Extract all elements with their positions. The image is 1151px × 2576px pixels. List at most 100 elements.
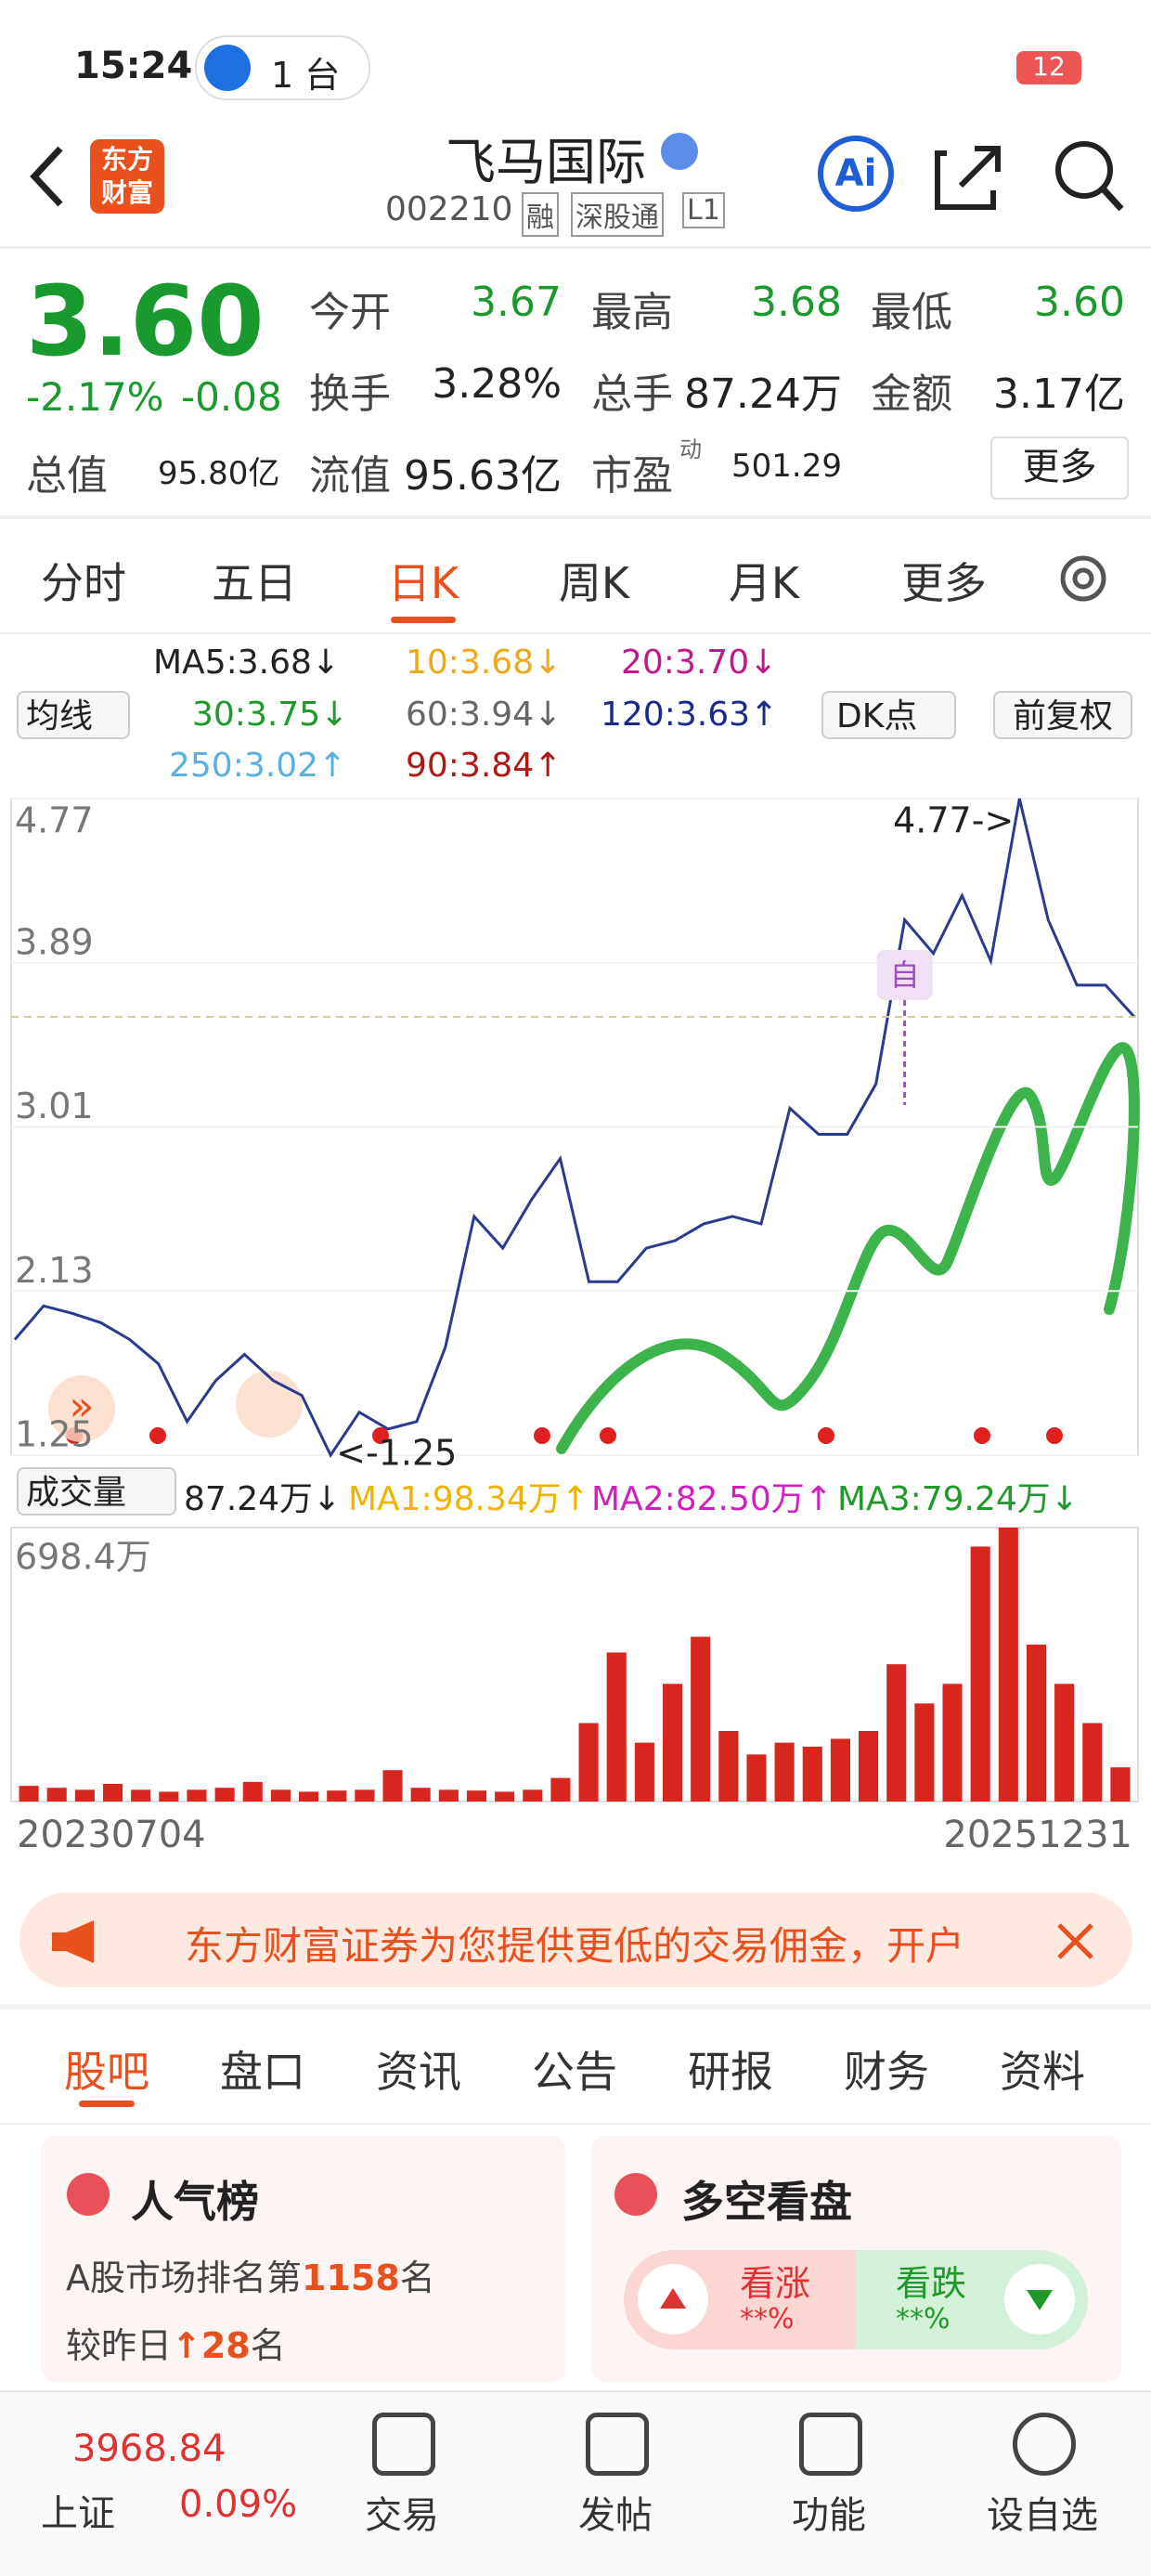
bottom-nav: 3968.84 上证 0.09% 交易 发帖 功能 设自选 xyxy=(0,2390,1151,2576)
nav-icon xyxy=(799,2413,862,2476)
text: 较昨日 xyxy=(66,2325,173,2366)
stat-label: 最高 xyxy=(591,289,673,336)
dk-button[interactable]: DK点 xyxy=(821,691,956,739)
more-button[interactable]: 更多 xyxy=(990,436,1129,500)
volume-bar xyxy=(495,1791,515,1802)
volume-bar xyxy=(1026,1645,1047,1802)
volume-bar xyxy=(914,1703,935,1802)
section-tab[interactable]: 财务 xyxy=(844,2047,929,2097)
tag: 深股通 xyxy=(571,192,664,237)
header-icons[interactable]: Ai xyxy=(808,135,1132,218)
bear-value: **% xyxy=(896,2303,951,2335)
y-tick-label: 4.77 xyxy=(15,800,94,841)
tab-underline xyxy=(391,617,456,623)
stat-value: 3.60 xyxy=(1034,279,1125,326)
tab[interactable]: 五日 xyxy=(212,558,297,608)
section-tab[interactable]: 研报 xyxy=(688,2047,773,2097)
sentiment-card[interactable]: 多空看盘 看涨 **% 看跌 **% xyxy=(591,2136,1121,2382)
text: A股市场排名第 xyxy=(66,2257,302,2298)
volume-bar xyxy=(662,1684,683,1802)
change-pct: -2.17% xyxy=(26,374,164,420)
card-title: 多空看盘 xyxy=(681,2177,852,2227)
nav-label[interactable]: 功能 xyxy=(792,2494,866,2537)
stat-value: 3.17亿 xyxy=(993,371,1125,418)
rank: 1158 xyxy=(302,2257,400,2298)
volume-bar xyxy=(578,1723,599,1802)
section-tab[interactable]: 资料 xyxy=(1000,2047,1085,2097)
tab[interactable]: 更多 xyxy=(901,558,987,608)
volume-bar xyxy=(634,1742,654,1802)
volume-bar xyxy=(410,1788,431,1802)
stat-label: 最低 xyxy=(871,289,952,336)
ma-value: 10:3.68↓ xyxy=(406,644,563,682)
volume-bar xyxy=(187,1789,207,1802)
ma-value: 250:3.02↑ xyxy=(169,747,347,785)
device-pill[interactable]: 1 台 xyxy=(195,35,370,100)
volume-ma: MA2:82.50万↑ xyxy=(591,1480,833,1518)
volume-bar xyxy=(74,1789,95,1802)
y-tick-label: 1.25 xyxy=(15,1414,94,1455)
section-tab[interactable]: 股吧 xyxy=(64,2047,149,2097)
tab[interactable]: 月K xyxy=(728,558,800,608)
tab[interactable]: 日K xyxy=(387,558,459,608)
volume-bar xyxy=(214,1788,235,1802)
volume-bar xyxy=(466,1790,487,1802)
tag: L1 xyxy=(682,192,725,228)
index-name[interactable]: 上证 xyxy=(41,2492,115,2535)
nav-icon xyxy=(372,2413,435,2476)
bull: 看涨 xyxy=(740,2263,811,2304)
volume-bar xyxy=(1110,1767,1131,1802)
volume-bar xyxy=(1054,1684,1075,1802)
volume-bar xyxy=(718,1730,739,1802)
volume-bar xyxy=(355,1789,375,1802)
popular-card[interactable]: 人气榜 A股市场排名第1158名 较昨日↑28名 xyxy=(41,2136,566,2382)
back[interactable] xyxy=(23,139,70,214)
nav-label[interactable]: 交易 xyxy=(365,2494,439,2537)
nav-label[interactable]: 发帖 xyxy=(578,2494,653,2537)
settings[interactable] xyxy=(1054,548,1119,613)
stat-label: 金额 xyxy=(871,371,952,418)
volume-bar xyxy=(242,1781,263,1802)
index-value[interactable]: 3968.84 xyxy=(72,2427,226,2470)
stat-label: 今开 xyxy=(309,289,391,336)
nav-label[interactable]: 设自选 xyxy=(987,2494,1098,2537)
bull-value: **% xyxy=(740,2303,795,2335)
price-line xyxy=(13,798,1136,1459)
y-tick-label: 2.13 xyxy=(15,1250,94,1291)
banner[interactable]: 东方财富证券为您提供更低的交易佣金，开户 xyxy=(19,1893,1132,1987)
tab[interactable]: 分时 xyxy=(41,558,126,608)
title: 飞马国际 xyxy=(446,133,646,191)
text: 名 xyxy=(250,2325,286,2366)
device: 1 台 xyxy=(271,55,341,96)
volume-bar xyxy=(270,1789,291,1802)
volume-bar xyxy=(859,1730,879,1802)
stat-sup: 动 xyxy=(679,436,702,462)
code: 002210 xyxy=(385,190,513,228)
section-underline xyxy=(79,2101,135,2107)
volume-bar xyxy=(19,1786,39,1802)
volume-selector[interactable]: 成交量 xyxy=(17,1467,176,1516)
index-change[interactable]: 0.09% xyxy=(179,2483,298,2526)
volume-bar xyxy=(942,1684,963,1802)
stat-label: 总手 xyxy=(591,371,673,418)
price: 3.60 xyxy=(26,265,265,378)
marker: 自 xyxy=(890,957,920,993)
volume-bar xyxy=(523,1789,543,1802)
adjust-button[interactable]: 前复权 xyxy=(993,691,1132,739)
stat-label: 流值 xyxy=(309,452,391,500)
section-tab[interactable]: 公告 xyxy=(532,2047,617,2097)
ma-selector[interactable]: 均线 xyxy=(17,691,130,739)
stat-label: 市盈 xyxy=(591,452,673,500)
section-tab[interactable]: 资讯 xyxy=(376,2047,461,2097)
tab[interactable]: 周K xyxy=(558,558,630,608)
ma-value: MA5:3.68↓ xyxy=(153,644,341,682)
ma-value: 60:3.94↓ xyxy=(406,696,563,734)
stat-value: 95.63亿 xyxy=(404,452,562,500)
volume-bar xyxy=(886,1664,907,1802)
ma-value: 90:3.84↑ xyxy=(406,747,563,785)
volume-bar xyxy=(1082,1723,1103,1802)
volume-bar xyxy=(998,1528,1018,1802)
high-label: 4.77-> xyxy=(893,800,1014,841)
section-tab[interactable]: 盘口 xyxy=(220,2047,305,2097)
banner-text: 东方财富证券为您提供更低的交易佣金，开户 xyxy=(185,1923,965,1969)
